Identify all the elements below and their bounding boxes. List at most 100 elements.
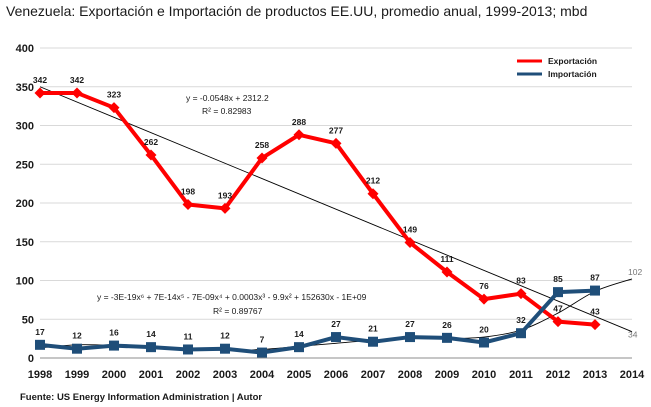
exportacion-data-label: 342: [70, 75, 84, 85]
series-line-importacion: [39, 288, 596, 355]
exportacion-data-label: 43: [590, 307, 600, 317]
exportacion-data-label: 193: [218, 190, 232, 200]
x-tick-label: 2009: [435, 369, 459, 381]
importacion-point: [146, 342, 156, 353]
legend-label-exportacion: Exportación: [548, 56, 597, 66]
importacion-data-label: 27: [405, 319, 415, 329]
exportacion-data-label: 83: [516, 276, 526, 286]
importacion-data-label: 26: [442, 320, 452, 330]
exportacion-point: [441, 266, 453, 278]
importacion-data-label: 21: [368, 324, 378, 334]
importacion-point: [590, 285, 600, 296]
polynomial-equation: y = -3E-19x⁶ + 7E-14x⁵ - 7E-09x⁴ + 0.000…: [97, 292, 367, 302]
importacion-point: [368, 336, 378, 347]
importacion-point: [479, 337, 489, 348]
importacion-data-label: 14: [294, 329, 304, 339]
linear-r2: R² = 0.82983: [202, 106, 252, 116]
importacion-data-label: 11: [184, 331, 193, 341]
legend: Exportación Importación: [517, 56, 597, 79]
x-tick-label: 2005: [287, 369, 311, 381]
exportacion-point: [293, 129, 305, 141]
exportacion-point: [515, 288, 527, 300]
exportacion-data-label: 111: [440, 254, 454, 264]
x-tick-label: 2008: [398, 369, 422, 381]
y-tick-label: 50: [22, 314, 34, 326]
gridlines: [40, 47, 632, 320]
x-tick-label: 2012: [546, 369, 570, 381]
importacion-data-label: 12: [220, 331, 230, 341]
series-line-exportacion: [40, 90, 596, 327]
y-tick-label: 350: [16, 82, 34, 94]
importacion-data-label: 7: [260, 335, 265, 345]
x-tick-label: 2014: [620, 369, 645, 381]
trendline-end-label: 34: [628, 330, 638, 340]
x-tick-label: 2011: [509, 369, 533, 381]
exportacion-point: [478, 293, 490, 305]
x-tick-label: 1999: [65, 369, 89, 381]
y-tick-label: 250: [16, 159, 34, 171]
exportacion-point: [145, 149, 157, 161]
importacion-point: [35, 339, 45, 350]
x-tick-label: 2007: [361, 369, 385, 381]
exportacion-point: [367, 188, 379, 200]
importacion-point: [72, 343, 82, 354]
y-tick-label: 200: [16, 198, 34, 210]
exportacion-point: [404, 237, 416, 249]
exportacion-data-label: 198: [181, 187, 195, 197]
importacion-point: [183, 344, 193, 355]
axes: 0 50 100 150 200 250 300 350 400 1998 1999 2000 2001…: [16, 43, 645, 381]
importacion-data-label: 27: [331, 319, 341, 329]
importacion-point: [220, 343, 230, 354]
x-tick-label: 2000: [102, 369, 126, 381]
importacion-point: [294, 342, 304, 353]
exportacion-point: [589, 319, 601, 331]
y-tick-label: 0: [28, 353, 34, 365]
importacion-data-label: 32: [516, 315, 526, 325]
exportacion-point: [552, 316, 564, 328]
series-lines: [34, 87, 601, 358]
exportacion-point: [330, 137, 342, 149]
importacion-data-label: 16: [109, 328, 119, 338]
exportacion-point: [219, 202, 231, 214]
exportacion-data-label: 47: [553, 304, 563, 314]
x-tick-label: 2004: [250, 369, 275, 381]
exportacion-data-label: 262: [144, 137, 158, 147]
legend-label-importacion: Importación: [548, 69, 597, 79]
exportacion-point: [108, 102, 120, 114]
exportacion-point: [34, 87, 46, 99]
polynomial-r2: R² = 0.89767: [213, 306, 263, 316]
exportacion-data-label: 258: [255, 140, 269, 150]
importacion-point: [442, 332, 452, 343]
exportacion-data-label: 342: [33, 75, 47, 85]
importacion-point: [257, 347, 267, 358]
x-tick-label: 2003: [213, 369, 237, 381]
y-tick-label: 300: [16, 121, 34, 133]
importacion-point: [516, 328, 526, 339]
trendline-end-label: 102: [628, 267, 642, 277]
importacion-point: [109, 340, 119, 351]
exportacion-point: [182, 199, 194, 211]
x-tick-label: 2001: [139, 369, 163, 381]
x-tick-label: 2006: [324, 369, 348, 381]
x-tick-label: 1998: [28, 369, 52, 381]
importacion-point: [553, 287, 563, 298]
importacion-point: [405, 332, 415, 343]
exportacion-data-label: 323: [107, 90, 121, 100]
x-tick-label: 2002: [176, 369, 200, 381]
importacion-data-label: 12: [72, 331, 82, 341]
trendline-equations: y = -0.0548x + 2312.2 R² = 0.82983 y = -3E…: [97, 93, 367, 316]
x-tick-label: 2010: [472, 369, 496, 381]
importacion-point: [331, 332, 341, 343]
y-tick-label: 150: [16, 237, 34, 249]
importacion-data-label: 87: [590, 273, 600, 283]
linear-equation: y = -0.0548x + 2312.2: [186, 93, 269, 103]
chart-title: Venezuela: Exportación e Importación de …: [6, 3, 588, 19]
exportacion-data-label: 277: [329, 125, 343, 135]
exportacion-data-label: 149: [403, 225, 417, 235]
y-tick-label: 100: [16, 276, 34, 288]
exportacion-data-label: 76: [479, 281, 489, 291]
importacion-data-label: 14: [146, 329, 156, 339]
exportacion-data-label: 288: [292, 117, 306, 127]
